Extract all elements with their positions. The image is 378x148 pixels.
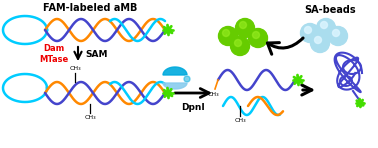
Polygon shape [163, 67, 187, 75]
Circle shape [248, 29, 268, 48]
Text: CH₃: CH₃ [84, 115, 96, 120]
Text: CH₃: CH₃ [207, 92, 219, 97]
Circle shape [240, 21, 246, 29]
Circle shape [235, 18, 254, 37]
Circle shape [223, 29, 229, 37]
Text: DpnI: DpnI [181, 103, 205, 112]
Circle shape [301, 24, 319, 42]
Circle shape [333, 29, 339, 37]
Circle shape [321, 21, 327, 29]
FancyArrowPatch shape [268, 38, 303, 54]
Circle shape [184, 76, 190, 82]
Text: Dam
MTase: Dam MTase [39, 44, 68, 64]
Text: SAM: SAM [85, 49, 107, 58]
Circle shape [253, 32, 260, 38]
Circle shape [328, 26, 347, 45]
Text: CH₃: CH₃ [69, 66, 81, 71]
Text: FAM-labeled aMB: FAM-labeled aMB [43, 3, 137, 13]
Circle shape [314, 37, 322, 44]
Circle shape [234, 40, 242, 46]
Text: CH₃: CH₃ [234, 118, 246, 123]
Circle shape [218, 26, 237, 45]
Circle shape [310, 33, 330, 53]
Circle shape [316, 18, 336, 37]
Circle shape [305, 26, 311, 33]
Circle shape [231, 37, 249, 56]
Polygon shape [163, 83, 187, 89]
Circle shape [184, 76, 190, 82]
Text: SA-beads: SA-beads [304, 5, 356, 15]
